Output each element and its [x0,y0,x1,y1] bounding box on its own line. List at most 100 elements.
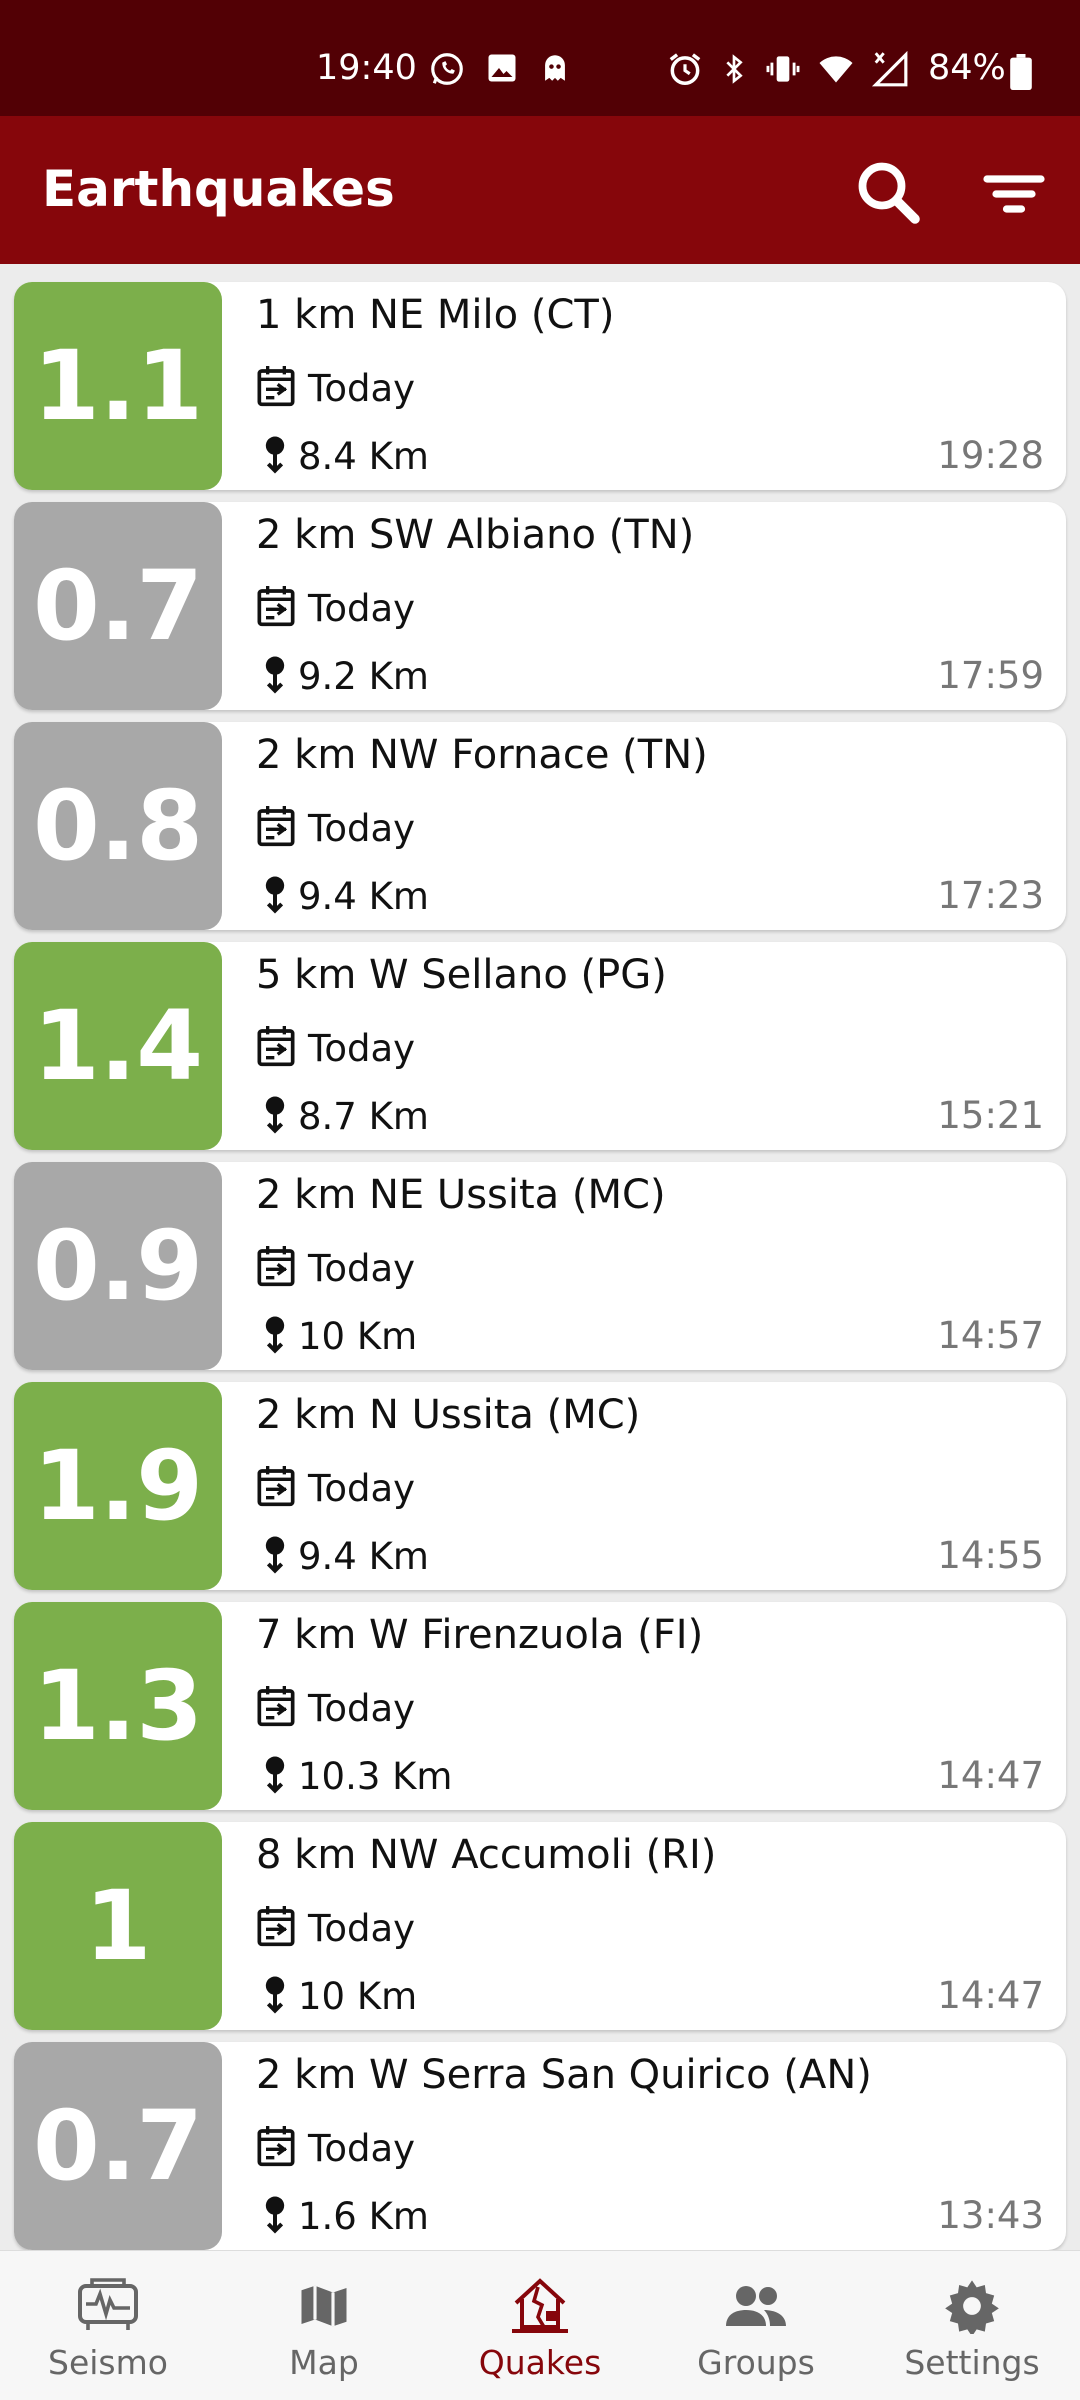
nav-label: Seismo [48,2343,168,2382]
calendar-icon [256,1684,296,1733]
depth-icon [262,874,288,919]
map-icon [297,2275,351,2337]
quake-place: 2 km SW Albiano (TN) [256,512,695,558]
search-button[interactable] [852,156,924,228]
quake-depth: 10.3 Km [298,1755,453,1798]
quake-date: Today [308,1687,416,1730]
quake-date: Today [308,587,416,630]
magnitude-badge: 1.1 [14,282,222,490]
gear-icon [944,2275,1000,2337]
nav-quakes[interactable]: Quakes [432,2251,648,2400]
page-title: Earthquakes [42,160,395,218]
quake-place: 7 km W Firenzuola (FI) [256,1612,704,1658]
depth-icon [262,2194,288,2239]
quake-time: 14:47 [937,1754,1044,1797]
quake-row[interactable]: 0.7 2 km SW Albiano (TN) Today 9.2 Km 17… [14,502,1066,710]
ghost-icon [538,50,572,88]
quake-date: Today [308,1467,416,1510]
quake-place: 5 km W Sellano (PG) [256,952,667,998]
app-bar: Earthquakes [0,116,1080,264]
signal-icon [870,50,910,88]
magnitude-badge: 1.9 [14,1382,222,1590]
quake-date: Today [308,367,416,410]
filter-button[interactable] [978,158,1050,230]
earthquake-list[interactable]: 1.1 1 km NE Milo (CT) Today 8.4 Km 19:28… [0,264,1080,2250]
depth-icon [262,1534,288,1579]
calendar-icon [256,1464,296,1513]
quake-row[interactable]: 1.9 2 km N Ussita (MC) Today 9.4 Km 14:5… [14,1382,1066,1590]
quake-depth: 8.7 Km [298,1095,429,1138]
quake-depth: 10 Km [298,1315,418,1358]
status-bar: 19:40 84% [0,0,1080,116]
quake-depth: 8.4 Km [298,435,429,478]
quake-depth: 9.4 Km [298,1535,429,1578]
depth-icon [262,1754,288,1799]
image-icon [484,50,520,88]
depth-icon [262,1974,288,2019]
quake-time: 15:21 [937,1094,1044,1137]
battery-percent: 84% [928,48,1006,88]
search-icon [858,162,920,224]
quake-row[interactable]: 1 8 km NW Accumoli (RI) Today 10 Km 14:4… [14,1822,1066,2030]
quake-row[interactable]: 1.1 1 km NE Milo (CT) Today 8.4 Km 19:28 [14,282,1066,490]
quake-time: 14:47 [937,1974,1044,2017]
magnitude-badge: 1 [14,1822,222,2030]
quake-date: Today [308,1907,416,1950]
nav-settings[interactable]: Settings [864,2251,1080,2400]
house-quake-icon [508,2275,572,2337]
quake-date: Today [308,1027,416,1070]
quake-time: 17:59 [937,654,1044,697]
nav-label: Groups [697,2343,815,2382]
bluetooth-icon [718,50,750,88]
seismograph-icon [76,2275,140,2337]
quake-time: 19:28 [937,434,1044,477]
calendar-icon [256,364,296,413]
nav-label: Quakes [478,2343,602,2382]
quake-row[interactable]: 1.3 7 km W Firenzuola (FI) Today 10.3 Km… [14,1602,1066,1810]
quake-date: Today [308,1247,416,1290]
magnitude-badge: 0.8 [14,722,222,930]
quake-depth: 10 Km [298,1975,418,2018]
quake-date: Today [308,2127,416,2170]
quake-place: 2 km NW Fornace (TN) [256,732,708,778]
battery-icon [1010,54,1032,95]
quake-time: 14:55 [937,1534,1044,1577]
depth-icon [262,654,288,699]
quake-time: 13:43 [937,2194,1044,2237]
quake-row[interactable]: 1.4 5 km W Sellano (PG) Today 8.7 Km 15:… [14,942,1066,1150]
alarm-icon [666,50,704,88]
magnitude-badge: 0.9 [14,1162,222,1370]
calendar-icon [256,804,296,853]
calendar-icon [256,2124,296,2173]
quake-time: 14:57 [937,1314,1044,1357]
nav-map[interactable]: Map [216,2251,432,2400]
magnitude-badge: 1.3 [14,1602,222,1810]
magnitude-badge: 0.7 [14,2042,222,2250]
vibrate-icon [764,50,802,88]
quake-place: 2 km W Serra San Quirico (AN) [256,2052,872,2098]
magnitude-badge: 1.4 [14,942,222,1150]
depth-icon [262,434,288,479]
quake-depth: 1.6 Km [298,2195,429,2238]
depth-icon [262,1314,288,1359]
nav-seismo[interactable]: Seismo [0,2251,216,2400]
calendar-icon [256,1904,296,1953]
bottom-navigation: Seismo Map Quakes Groups Settings [0,2250,1080,2400]
quake-row[interactable]: 0.8 2 km NW Fornace (TN) Today 9.4 Km 17… [14,722,1066,930]
calendar-icon [256,1244,296,1293]
quake-place: 2 km NE Ussita (MC) [256,1172,666,1218]
calendar-icon [256,584,296,633]
depth-icon [262,1094,288,1139]
nav-label: Map [289,2343,359,2382]
quake-date: Today [308,807,416,850]
wifi-icon [816,51,856,87]
quake-row[interactable]: 0.7 2 km W Serra San Quirico (AN) Today … [14,2042,1066,2250]
nav-groups[interactable]: Groups [648,2251,864,2400]
quake-depth: 9.2 Km [298,655,429,698]
status-time: 19:40 [316,48,417,88]
quake-row[interactable]: 0.9 2 km NE Ussita (MC) Today 10 Km 14:5… [14,1162,1066,1370]
quake-time: 17:23 [937,874,1044,917]
filter-icon [983,175,1045,213]
nav-label: Settings [904,2343,1040,2382]
whatsapp-icon [428,50,466,88]
